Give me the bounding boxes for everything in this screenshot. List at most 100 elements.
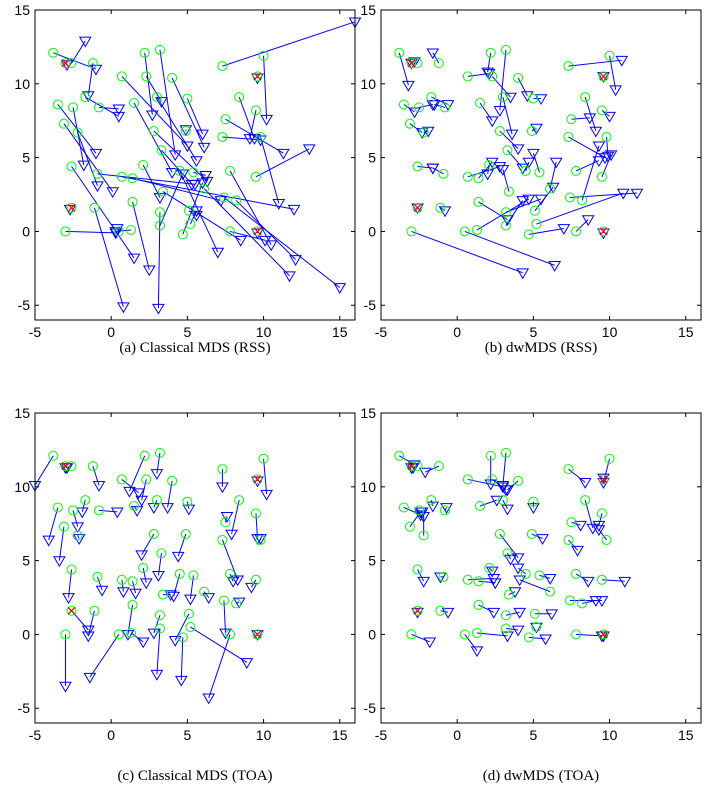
true-position-marker xyxy=(435,202,446,213)
true-position-marker xyxy=(87,58,98,69)
error-line xyxy=(223,197,341,288)
error-line xyxy=(159,173,184,226)
true-position-marker xyxy=(58,118,69,129)
x-tick-label: 15 xyxy=(332,324,348,340)
estimate-marker xyxy=(199,170,213,182)
estimate-marker xyxy=(574,520,587,532)
true-position-marker xyxy=(66,605,77,616)
estimate-marker xyxy=(417,511,431,523)
true-position-marker xyxy=(183,205,194,216)
estimate-marker xyxy=(571,545,584,557)
true-position-marker xyxy=(167,72,178,83)
true-position-marker xyxy=(138,563,149,573)
estimate-marker xyxy=(493,162,507,173)
true-position-marker xyxy=(126,224,136,235)
estimate-marker xyxy=(260,114,273,126)
estimate-marker xyxy=(589,596,603,607)
true-position-marker xyxy=(604,453,615,464)
true-position-marker xyxy=(485,450,496,461)
x-tick-label: -5 xyxy=(29,324,42,340)
estimate-marker xyxy=(202,593,216,605)
error-line xyxy=(157,212,161,309)
y-tick-label: 10 xyxy=(360,76,376,92)
estimate-marker xyxy=(214,196,228,207)
error-line xyxy=(48,507,59,541)
estimate-marker xyxy=(109,228,123,240)
true-position-marker xyxy=(601,131,612,142)
error-line xyxy=(189,210,197,225)
true-position-marker xyxy=(418,127,429,138)
estimate-marker xyxy=(165,168,179,179)
error-line xyxy=(539,574,551,579)
true-position-marker xyxy=(199,586,210,597)
anchor-marker xyxy=(253,475,262,484)
error-line xyxy=(528,636,546,640)
true-position-marker xyxy=(438,571,449,582)
error-line xyxy=(121,479,139,494)
true-position-marker xyxy=(426,495,437,506)
error-line xyxy=(221,539,239,580)
axes-frame xyxy=(34,9,356,321)
true-position-marker xyxy=(398,502,409,513)
estimate-marker xyxy=(277,148,290,160)
true-position-marker xyxy=(412,58,423,69)
error-line xyxy=(478,604,494,613)
error-line xyxy=(180,637,184,681)
estimate-marker xyxy=(153,193,167,204)
true-position-marker xyxy=(462,574,473,585)
true-position-marker xyxy=(158,589,168,600)
true-position-marker xyxy=(217,61,228,72)
y-tick-label: 15 xyxy=(14,2,30,18)
estimate-marker xyxy=(202,693,216,705)
true-position-marker xyxy=(158,186,168,197)
true-position-marker xyxy=(526,529,537,540)
x-tick-label: 0 xyxy=(453,727,461,743)
true-position-marker xyxy=(154,44,165,55)
true-position-marker xyxy=(225,165,236,176)
estimate-marker xyxy=(289,255,302,266)
estimate-marker xyxy=(89,148,103,160)
true-position-marker xyxy=(563,534,574,545)
estimate-marker xyxy=(234,235,248,247)
estimate-marker xyxy=(161,503,174,514)
estimate-marker xyxy=(530,622,543,634)
true-position-marker xyxy=(406,58,417,69)
error-line xyxy=(598,513,603,526)
estimate-marker xyxy=(615,55,629,67)
true-position-marker xyxy=(180,126,191,137)
true-position-marker xyxy=(566,114,577,125)
estimate-marker xyxy=(496,482,510,494)
estimate-marker xyxy=(190,210,203,222)
true-position-marker xyxy=(473,576,484,587)
estimate-marker xyxy=(543,573,557,585)
estimate-marker xyxy=(53,556,66,568)
true-position-marker xyxy=(528,496,539,507)
true-position-marker xyxy=(580,495,591,506)
estimate-marker xyxy=(260,489,273,501)
y-tick-label: 10 xyxy=(360,479,376,495)
estimate-marker xyxy=(135,495,149,507)
x-tick-label: 5 xyxy=(183,324,191,340)
anchor-marker xyxy=(599,72,608,81)
anchor-marker xyxy=(413,606,422,615)
error-line xyxy=(467,478,504,488)
true-position-marker xyxy=(48,450,59,461)
estimate-marker xyxy=(511,625,525,637)
true-position-marker xyxy=(66,58,77,69)
estimate-marker xyxy=(609,85,623,97)
true-position-marker xyxy=(494,126,505,137)
error-line xyxy=(229,230,266,241)
estimate-marker xyxy=(581,576,595,588)
error-line xyxy=(263,458,268,495)
estimate-marker xyxy=(112,104,126,116)
error-line xyxy=(508,591,516,596)
plot-area xyxy=(48,17,362,315)
true-position-marker xyxy=(89,202,100,213)
error-line xyxy=(502,452,507,486)
error-line xyxy=(177,533,187,557)
true-position-marker xyxy=(404,118,415,129)
true-position-marker xyxy=(412,161,423,172)
true-position-marker xyxy=(258,453,269,464)
true-position-marker xyxy=(255,131,266,142)
